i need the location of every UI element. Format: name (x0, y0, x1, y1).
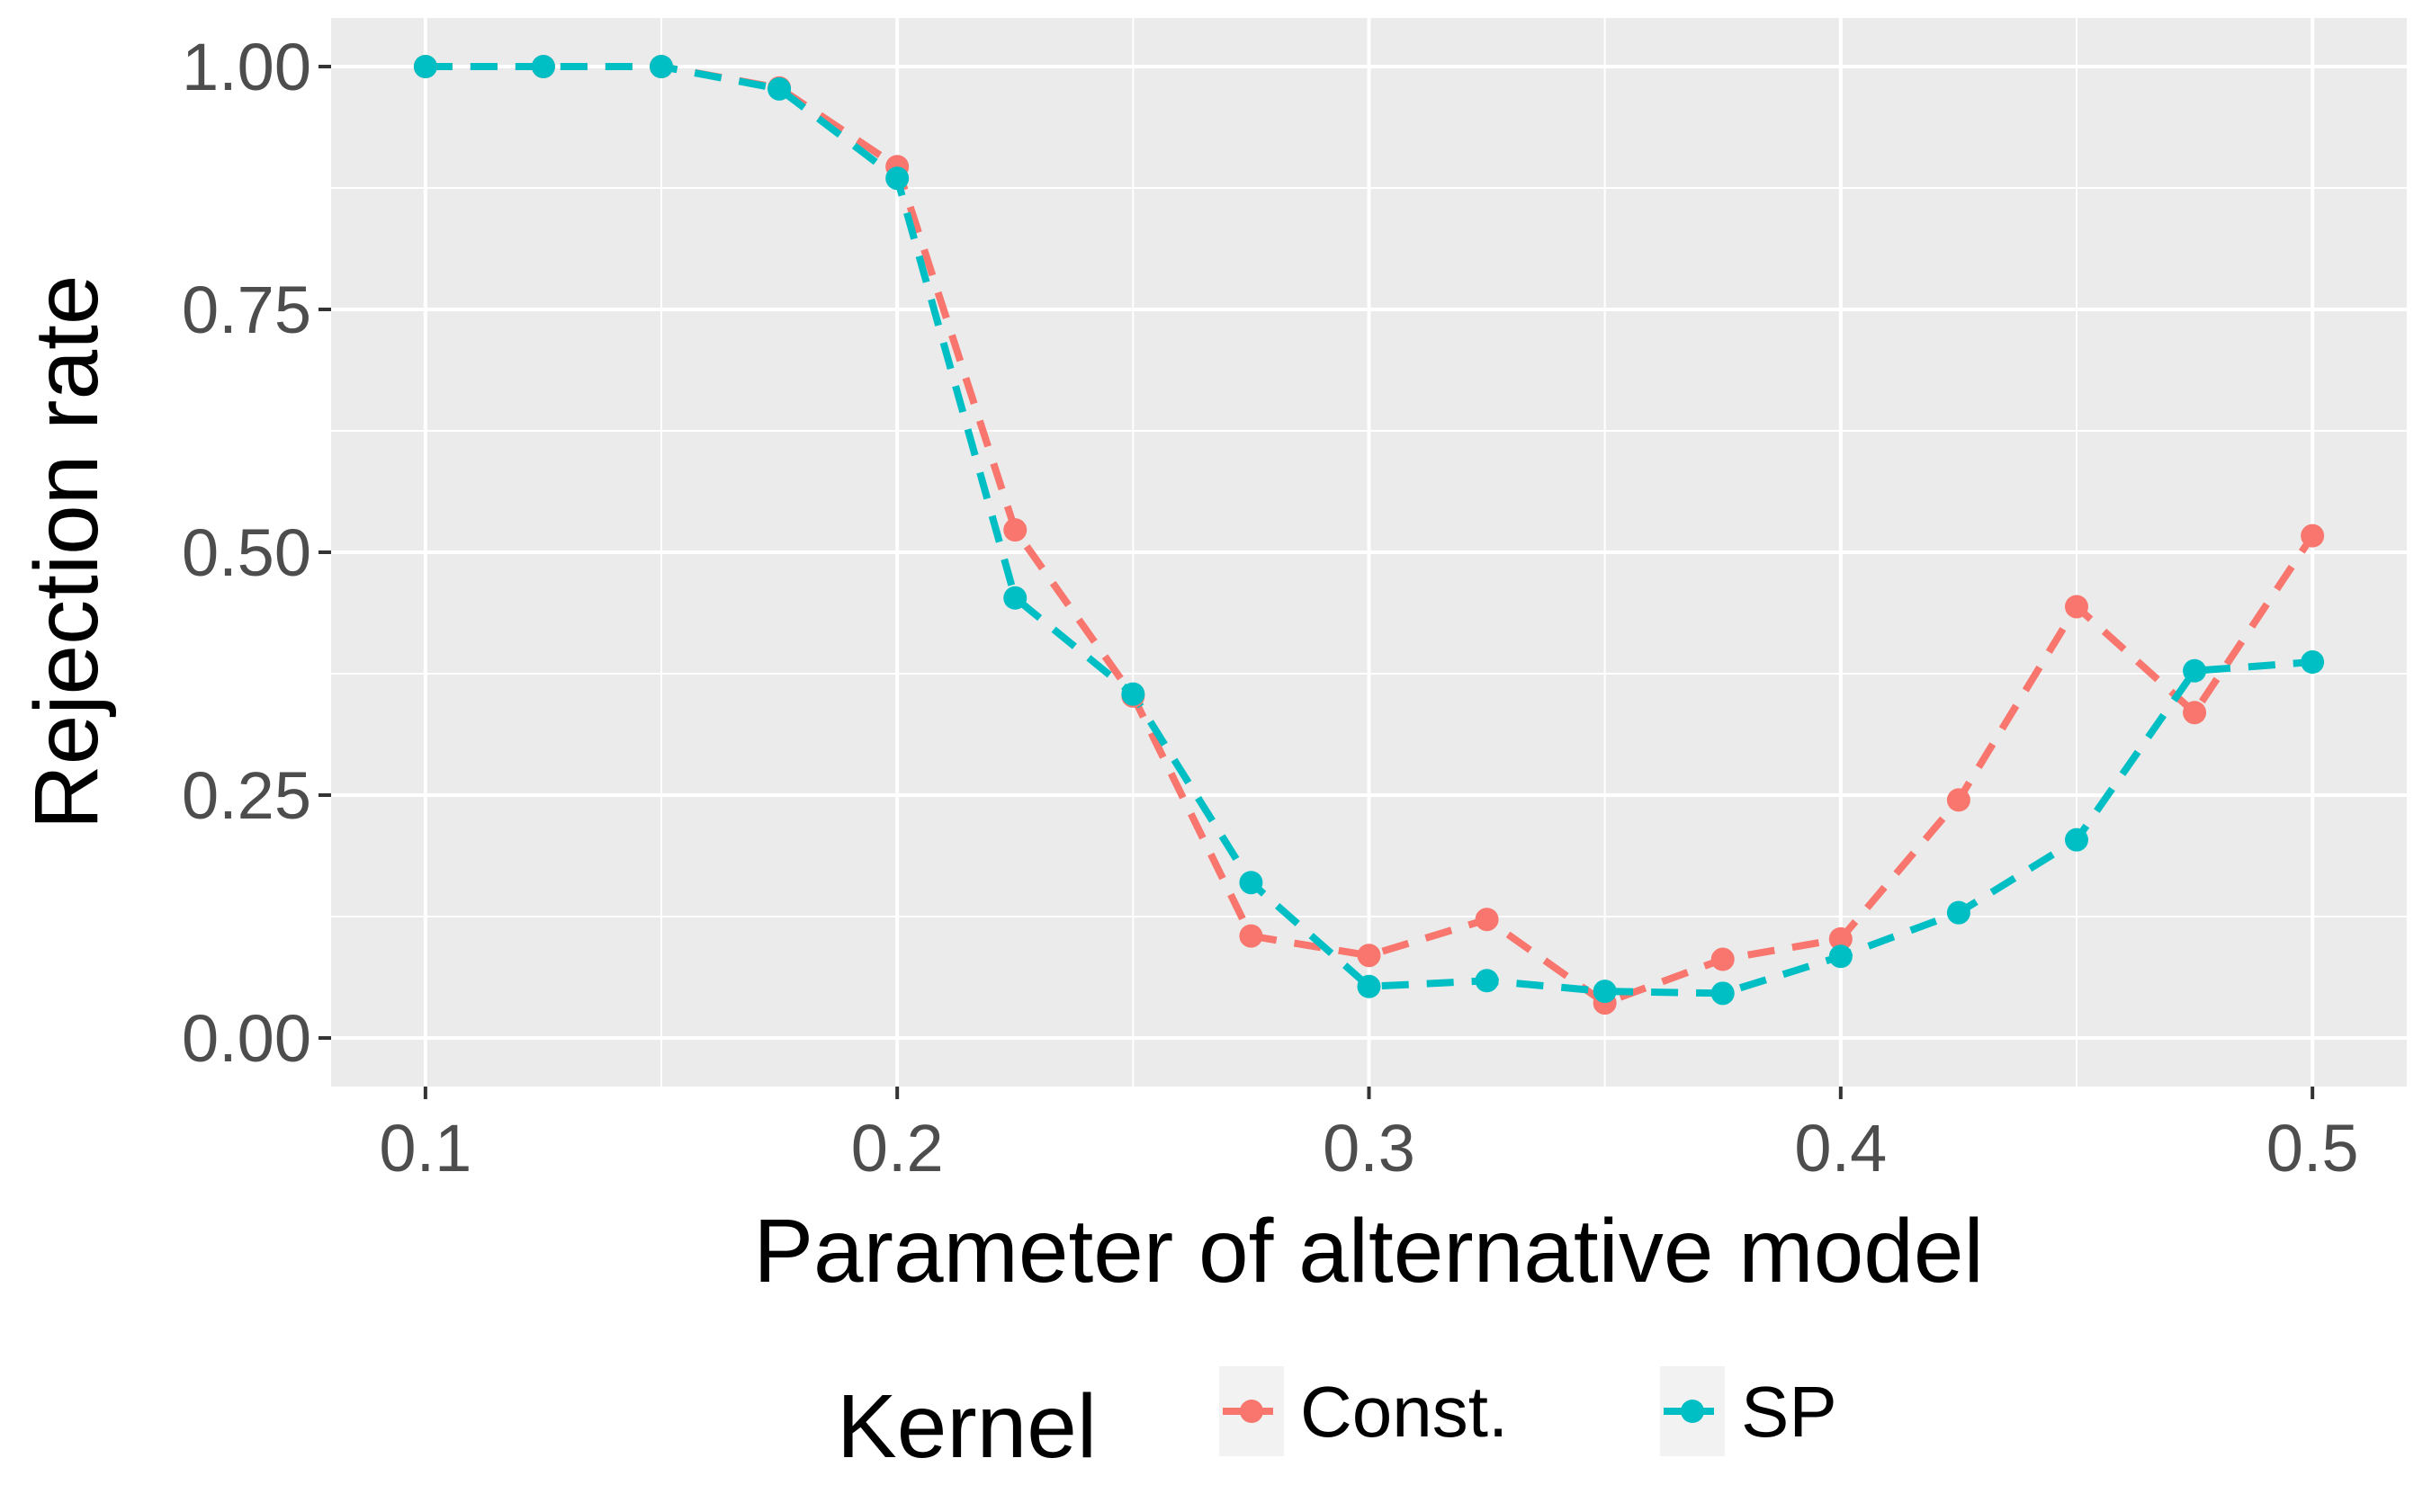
x-axis-title: Parameter of alternative model (753, 1201, 1983, 1302)
legend-key-point-const (1240, 1400, 1263, 1423)
x-tick-label: 0.4 (1794, 1111, 1887, 1185)
x-tick-label: 0.5 (2266, 1111, 2359, 1185)
data-point-sp (1828, 944, 1853, 969)
x-axis-ticks: 0.1 0.2 0.3 0.4 0.5 (379, 1087, 2359, 1185)
y-tick-label: 0.75 (182, 273, 311, 347)
series-line-sp (425, 63, 2313, 998)
y-axis-title: Rejection rate (16, 275, 117, 830)
y-tick-label: 1.00 (182, 30, 311, 104)
legend-items: Const. SP (1219, 1366, 1837, 1456)
x-tick-label: 0.1 (379, 1111, 471, 1185)
series-points (413, 55, 2325, 1015)
data-point-const (2183, 701, 2207, 725)
data-point-sp (1593, 980, 1617, 1004)
data-point-sp (2064, 828, 2088, 852)
x-tick-label: 0.3 (1323, 1111, 1415, 1185)
data-point-sp (531, 55, 555, 78)
data-point-sp (1239, 871, 1263, 895)
data-point-sp (1357, 974, 1381, 998)
data-point-sp (2183, 658, 2207, 683)
y-tick-label: 0.50 (182, 515, 311, 590)
legend: Kernel Const. SP (837, 1366, 1837, 1477)
legend-label-const: Const. (1300, 1372, 1508, 1452)
data-point-const (1946, 788, 1970, 812)
data-point-const (2301, 523, 2325, 548)
x-tick-label: 0.2 (851, 1111, 944, 1185)
data-point-const (1475, 908, 1499, 932)
data-point-const (1710, 947, 1735, 971)
data-point-const (1003, 518, 1028, 542)
legend-key-point-sp (1681, 1400, 1704, 1423)
data-point-const (1239, 924, 1263, 948)
data-point-sp (1710, 981, 1735, 1006)
data-point-sp (1475, 969, 1499, 993)
series-lines (425, 63, 2316, 1007)
data-point-const (1357, 944, 1381, 968)
y-tick-label: 0.00 (182, 1001, 311, 1076)
data-point-const (1828, 926, 1853, 951)
data-point-sp (1121, 682, 1145, 706)
data-point-sp (2301, 650, 2325, 675)
legend-label-sp: SP (1741, 1372, 1837, 1452)
data-point-const (2064, 595, 2088, 619)
data-point-sp (767, 76, 792, 101)
y-tick-label: 0.25 (182, 758, 311, 833)
data-point-sp (413, 55, 437, 78)
legend-title: Kernel (837, 1376, 1097, 1477)
data-point-sp (885, 166, 910, 191)
data-point-sp (650, 55, 674, 78)
data-point-sp (1946, 900, 1970, 925)
y-axis-ticks: 0.00 0.25 0.50 0.75 1.00 (182, 30, 331, 1076)
data-point-sp (1003, 586, 1028, 610)
